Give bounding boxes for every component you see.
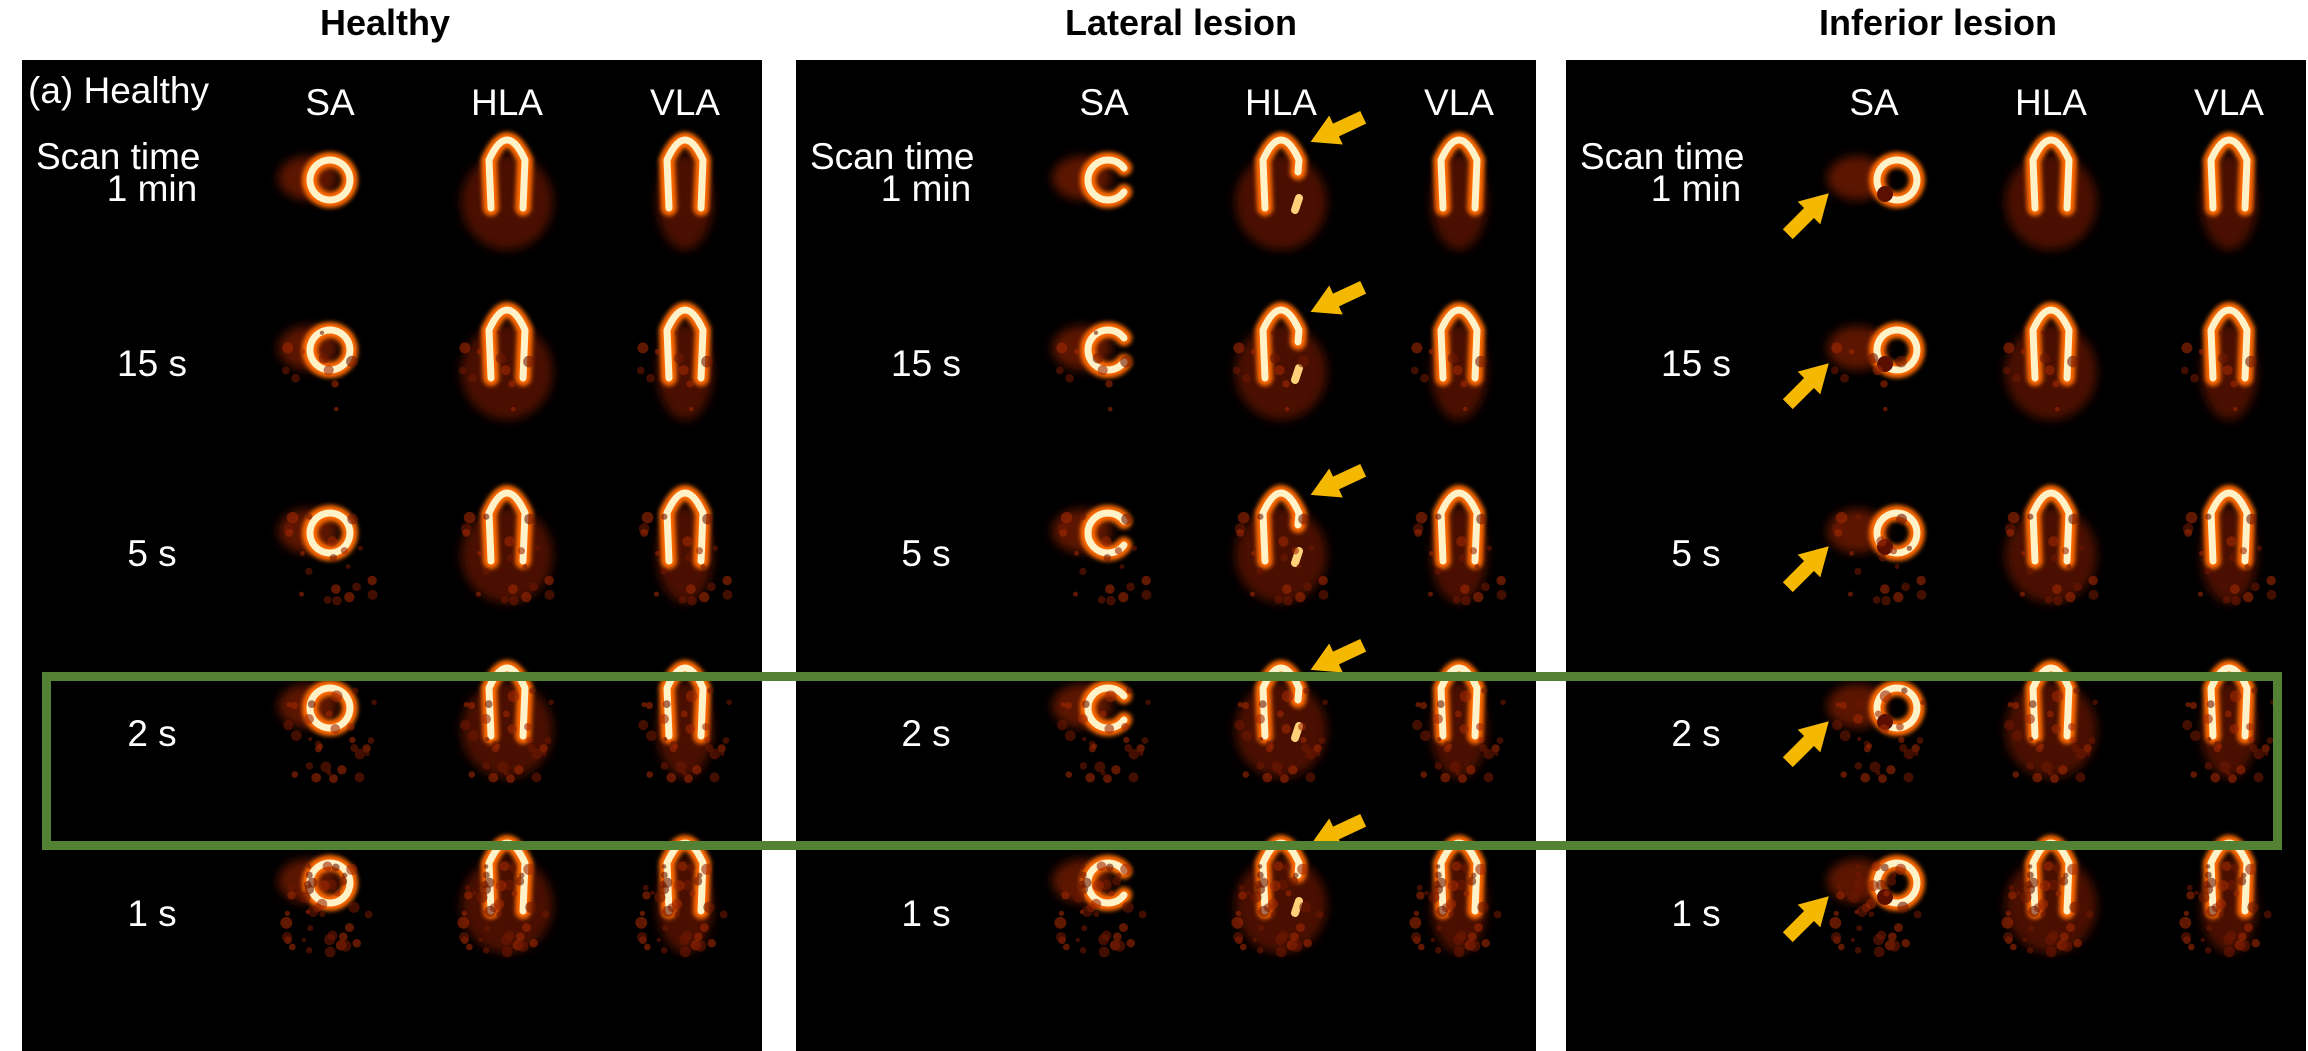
sa-slice-image bbox=[1827, 152, 1925, 208]
vla-slice-image bbox=[638, 660, 732, 783]
sa-slice-image bbox=[1827, 505, 1927, 606]
vla-slice-image bbox=[1409, 835, 1502, 958]
row-label: 2 s bbox=[1671, 713, 1721, 754]
sa-slice-image bbox=[278, 505, 378, 606]
vla-slice-image bbox=[2180, 302, 2257, 420]
lesion-arrow-icon bbox=[1310, 110, 1367, 145]
panel-lateral: SA HLA VLA Scan time 1 min 15 s 5 s 2 s 1 s bbox=[796, 60, 1536, 1051]
lesion-arrow-icon bbox=[1782, 193, 1829, 240]
vla-slice-image bbox=[2182, 485, 2277, 606]
vla-slice-image bbox=[2182, 660, 2276, 783]
hla-slice-image bbox=[1234, 485, 1329, 606]
vla-slice-image bbox=[638, 485, 733, 606]
sa-slice-image bbox=[1052, 505, 1152, 606]
vla-slice-image bbox=[1431, 132, 1487, 250]
row-label: 5 s bbox=[1671, 533, 1721, 574]
hla-slice-image bbox=[2002, 302, 2097, 420]
lesion-arrow-icon bbox=[1310, 638, 1367, 673]
row-label: 1 s bbox=[1671, 893, 1721, 934]
column-header-hla: HLA bbox=[1245, 82, 1317, 123]
vla-slice-image bbox=[1412, 485, 1507, 606]
column-header-vla: VLA bbox=[1424, 82, 1494, 123]
hla-slice-image bbox=[1231, 835, 1327, 958]
row-label: 15 s bbox=[117, 343, 187, 384]
hla-slice-image bbox=[2001, 835, 2097, 958]
lesion-arrow-icon bbox=[1782, 721, 1829, 768]
sa-slice-image bbox=[278, 855, 373, 958]
scan-time-label: Scan time bbox=[810, 136, 975, 177]
sa-slice-image bbox=[278, 152, 358, 208]
vla-slice-image bbox=[2179, 835, 2272, 958]
hla-slice-image bbox=[460, 485, 555, 606]
lesion-arrow-icon bbox=[1782, 896, 1829, 943]
column-header-vla: VLA bbox=[650, 82, 720, 123]
title-lateral-lesion: Lateral lesion bbox=[1064, 2, 1298, 43]
hla-slice-image bbox=[1232, 302, 1327, 420]
row-label: 1 min bbox=[880, 168, 972, 209]
sa-slice-image bbox=[1052, 152, 1132, 208]
row-label: 1 s bbox=[127, 893, 177, 934]
hla-slice-image bbox=[460, 660, 554, 783]
sa-slice-image bbox=[278, 680, 377, 783]
scan-time-label: Scan time bbox=[1580, 136, 1745, 177]
lesion-arrow-icon bbox=[1782, 546, 1829, 593]
vla-slice-image bbox=[636, 302, 713, 420]
row-label: 5 s bbox=[127, 533, 177, 574]
vla-slice-image bbox=[1412, 660, 1506, 783]
title-healthy: Healthy bbox=[319, 2, 451, 43]
column-header-vla: VLA bbox=[2194, 82, 2264, 123]
lesion-arrow-icon bbox=[1310, 280, 1367, 315]
row-label: 5 s bbox=[901, 533, 951, 574]
hla-slice-image bbox=[1234, 660, 1328, 783]
sa-slice-image bbox=[1052, 322, 1132, 412]
panel-label: (a) Healthy bbox=[28, 70, 209, 111]
sa-slice-image bbox=[1052, 855, 1147, 958]
sa-slice-image bbox=[1827, 855, 1925, 958]
scan-time-label: Scan time bbox=[36, 136, 201, 177]
sa-slice-image bbox=[1827, 680, 1926, 783]
column-header-sa: SA bbox=[1079, 82, 1129, 123]
title-inferior-lesion: Inferior lesion bbox=[1818, 2, 2058, 43]
vla-slice-image bbox=[657, 132, 713, 250]
hla-slice-image bbox=[2004, 660, 2098, 783]
hla-slice-image bbox=[461, 132, 553, 250]
row-label: 2 s bbox=[901, 713, 951, 754]
highlight-box-2s-row bbox=[42, 672, 2282, 850]
hla-slice-image bbox=[2005, 132, 2097, 250]
hla-slice-image bbox=[2004, 485, 2099, 606]
column-header-hla: HLA bbox=[2015, 82, 2087, 123]
lesion-arrow-icon bbox=[1782, 363, 1829, 410]
column-header-hla: HLA bbox=[471, 82, 543, 123]
hla-slice-image bbox=[1235, 132, 1327, 250]
row-label: 15 s bbox=[1661, 343, 1731, 384]
panel-none: (a) Healthy SA HLA VLA Scan time 1 min 15 s 5 s… bbox=[22, 60, 762, 1051]
sa-slice-image bbox=[278, 322, 358, 412]
row-label: 1 min bbox=[1650, 168, 1742, 209]
hla-slice-image bbox=[458, 302, 553, 420]
sa-slice-image bbox=[1052, 680, 1151, 783]
row-label: 1 min bbox=[106, 168, 198, 209]
vla-slice-image bbox=[1410, 302, 1487, 420]
column-header-sa: SA bbox=[305, 82, 355, 123]
row-label: 2 s bbox=[127, 713, 177, 754]
vla-slice-image bbox=[2201, 132, 2257, 250]
lesion-arrow-icon bbox=[1310, 463, 1367, 498]
column-header-sa: SA bbox=[1849, 82, 1899, 123]
row-label: 1 s bbox=[901, 893, 951, 934]
row-label: 15 s bbox=[891, 343, 961, 384]
panel-inferior: SA HLA VLA Scan time 1 min 15 s 5 s 2 s 1 s bbox=[1566, 60, 2306, 1051]
lesion-arrow-icon bbox=[1310, 813, 1367, 848]
sa-slice-image bbox=[1827, 322, 1925, 412]
